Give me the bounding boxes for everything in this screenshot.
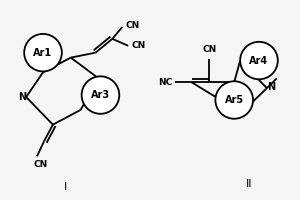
- Text: II: II: [246, 179, 252, 189]
- Text: CN: CN: [132, 41, 146, 50]
- Text: Ar5: Ar5: [225, 95, 244, 105]
- Circle shape: [240, 42, 278, 79]
- Text: N: N: [18, 92, 26, 102]
- Text: CN: CN: [34, 160, 48, 169]
- Circle shape: [24, 34, 62, 71]
- Text: I: I: [64, 182, 68, 192]
- Text: Ar3: Ar3: [91, 90, 110, 100]
- Text: CN: CN: [202, 45, 217, 54]
- Text: CN: CN: [125, 21, 139, 30]
- Text: NC: NC: [158, 78, 172, 87]
- Circle shape: [215, 81, 253, 119]
- Text: Ar4: Ar4: [249, 56, 268, 66]
- Text: Ar1: Ar1: [33, 48, 52, 58]
- Text: N: N: [267, 82, 275, 92]
- Circle shape: [82, 76, 119, 114]
